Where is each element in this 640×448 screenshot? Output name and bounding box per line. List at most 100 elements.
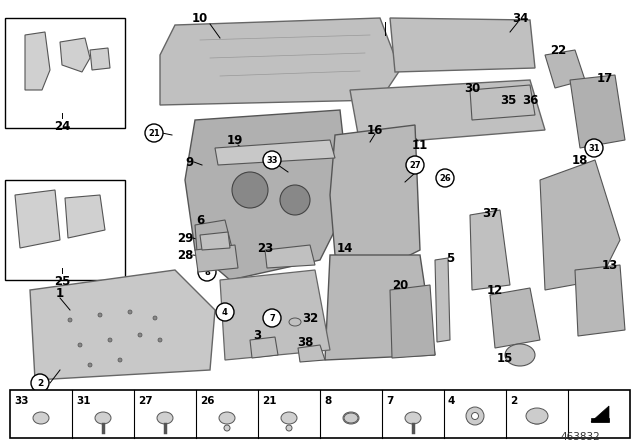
- Polygon shape: [570, 75, 625, 148]
- Ellipse shape: [466, 407, 484, 425]
- Circle shape: [263, 151, 281, 169]
- Ellipse shape: [344, 413, 358, 423]
- Ellipse shape: [343, 412, 359, 424]
- Circle shape: [280, 185, 310, 215]
- Ellipse shape: [118, 358, 122, 362]
- Text: 4: 4: [448, 396, 456, 406]
- Polygon shape: [15, 190, 60, 248]
- Polygon shape: [470, 210, 510, 290]
- Ellipse shape: [405, 412, 421, 424]
- Text: 28: 28: [177, 249, 193, 262]
- Circle shape: [406, 156, 424, 174]
- Text: 15: 15: [497, 352, 513, 365]
- Bar: [10, 390, 630, 438]
- Polygon shape: [160, 18, 400, 105]
- Text: 22: 22: [550, 43, 566, 56]
- Polygon shape: [90, 48, 110, 70]
- Polygon shape: [325, 255, 435, 360]
- Polygon shape: [25, 32, 50, 90]
- Ellipse shape: [95, 412, 111, 424]
- Polygon shape: [298, 345, 325, 362]
- Text: 32: 32: [302, 311, 318, 324]
- Polygon shape: [65, 195, 105, 238]
- Text: 24: 24: [54, 120, 70, 133]
- Text: 33: 33: [14, 396, 29, 406]
- Text: 21: 21: [148, 129, 160, 138]
- Bar: [5, 18, 125, 128]
- Ellipse shape: [88, 363, 92, 367]
- Ellipse shape: [158, 338, 162, 342]
- Polygon shape: [390, 18, 535, 72]
- Text: 12: 12: [487, 284, 503, 297]
- Polygon shape: [545, 50, 585, 88]
- Text: 26: 26: [439, 173, 451, 182]
- Circle shape: [31, 374, 49, 392]
- Polygon shape: [195, 245, 238, 272]
- Polygon shape: [215, 140, 335, 165]
- Polygon shape: [30, 270, 215, 380]
- Bar: [591, 418, 609, 422]
- Ellipse shape: [224, 425, 230, 431]
- Ellipse shape: [472, 413, 479, 419]
- Ellipse shape: [68, 318, 72, 322]
- Text: 1: 1: [56, 287, 64, 300]
- Ellipse shape: [467, 412, 483, 424]
- Polygon shape: [60, 38, 90, 72]
- Text: 33: 33: [266, 155, 278, 164]
- Ellipse shape: [529, 412, 545, 424]
- Text: 14: 14: [337, 241, 353, 254]
- Polygon shape: [220, 270, 330, 360]
- Text: 35: 35: [500, 94, 516, 107]
- Text: 16: 16: [367, 124, 383, 137]
- Text: 30: 30: [464, 82, 480, 95]
- Polygon shape: [591, 406, 609, 422]
- Ellipse shape: [108, 338, 112, 342]
- Text: 7: 7: [386, 396, 394, 406]
- Ellipse shape: [157, 412, 173, 424]
- Text: 20: 20: [392, 279, 408, 292]
- Text: 463832: 463832: [560, 432, 600, 442]
- Text: 27: 27: [138, 396, 152, 406]
- Polygon shape: [470, 85, 535, 120]
- Text: 36: 36: [522, 94, 538, 107]
- Polygon shape: [390, 285, 435, 358]
- Polygon shape: [540, 160, 620, 290]
- Ellipse shape: [281, 412, 297, 424]
- Text: 19: 19: [227, 134, 243, 146]
- Text: 26: 26: [200, 396, 214, 406]
- Text: 31: 31: [588, 143, 600, 152]
- Text: 27: 27: [409, 160, 421, 169]
- Circle shape: [216, 303, 234, 321]
- Ellipse shape: [98, 313, 102, 317]
- Text: 13: 13: [602, 258, 618, 271]
- Text: 10: 10: [192, 12, 208, 25]
- Text: 5: 5: [446, 251, 454, 264]
- Circle shape: [585, 139, 603, 157]
- Ellipse shape: [289, 318, 301, 326]
- Text: 21: 21: [262, 396, 276, 406]
- Ellipse shape: [505, 344, 535, 366]
- Text: 38: 38: [297, 336, 313, 349]
- Bar: [5, 180, 125, 280]
- Text: 34: 34: [512, 12, 528, 25]
- Polygon shape: [265, 245, 315, 268]
- Polygon shape: [435, 258, 450, 342]
- Circle shape: [232, 172, 268, 208]
- Ellipse shape: [78, 343, 82, 347]
- Text: 2: 2: [510, 396, 517, 406]
- Polygon shape: [575, 265, 625, 336]
- Text: 29: 29: [177, 232, 193, 245]
- Text: 4: 4: [222, 307, 228, 316]
- Circle shape: [436, 169, 454, 187]
- Polygon shape: [250, 337, 278, 358]
- Text: 18: 18: [572, 154, 588, 167]
- Ellipse shape: [128, 310, 132, 314]
- Polygon shape: [195, 220, 235, 265]
- Polygon shape: [490, 288, 540, 348]
- Circle shape: [145, 124, 163, 142]
- Text: 3: 3: [253, 328, 261, 341]
- Circle shape: [198, 263, 216, 281]
- Text: 23: 23: [257, 241, 273, 254]
- Ellipse shape: [286, 425, 292, 431]
- Text: 31: 31: [76, 396, 90, 406]
